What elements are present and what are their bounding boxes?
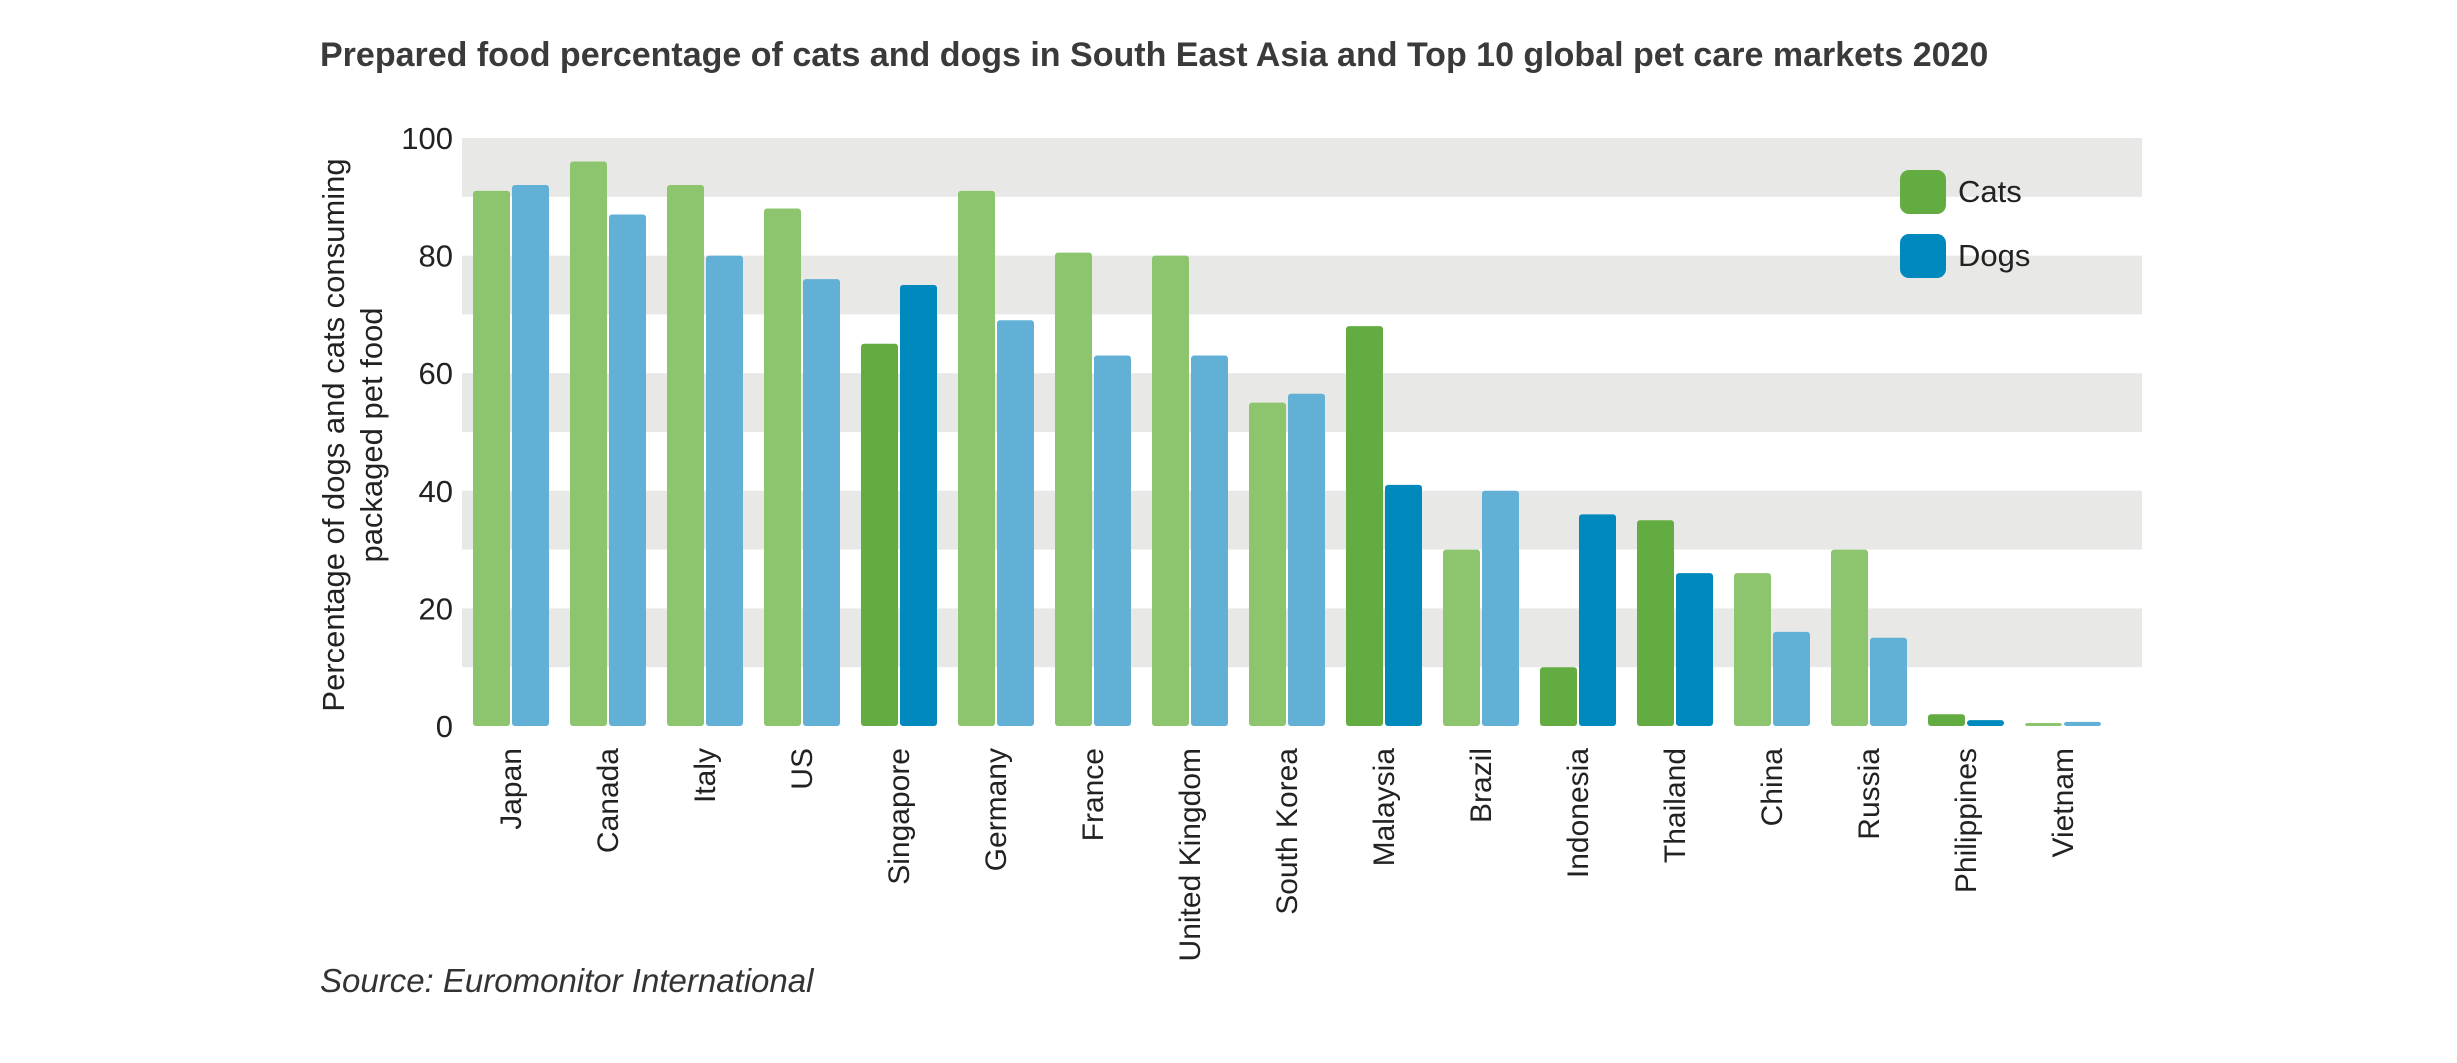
- legend-label-cats: Cats: [1958, 174, 2022, 209]
- bar-cats-thailand: [1637, 520, 1674, 726]
- bar-cats-south-korea: [1249, 402, 1286, 726]
- legend-swatch-cats: [1900, 170, 1946, 214]
- x-category-label: Malaysia: [1368, 748, 1401, 867]
- bar-cats-philippines: [1928, 714, 1965, 726]
- legend: Cats Dogs: [1900, 170, 2030, 278]
- bar-cats-france: [1055, 252, 1092, 726]
- x-category-label: France: [1077, 748, 1110, 841]
- bar-dogs-indonesia: [1579, 514, 1616, 726]
- y-axis-ticks: 0 20 40 60 80 100: [401, 121, 453, 744]
- bar-cats-indonesia: [1540, 667, 1577, 726]
- x-category-label: Indonesia: [1562, 748, 1595, 878]
- bar-cats-russia: [1831, 549, 1868, 726]
- bars-layer: [473, 161, 2101, 727]
- bar-dogs-us: [803, 279, 840, 726]
- bar-dogs-italy: [706, 255, 743, 726]
- x-category-label: Thailand: [1659, 748, 1692, 863]
- x-category-label: Vietnam: [2047, 748, 2080, 858]
- y-tick-label: 0: [436, 709, 453, 744]
- bar-cats-italy: [667, 185, 704, 727]
- x-category-label: Canada: [592, 748, 625, 853]
- bar-dogs-japan: [512, 185, 549, 727]
- bar-dogs-china: [1773, 631, 1810, 726]
- bar-cats-malaysia: [1346, 326, 1383, 726]
- x-category-label: Singapore: [883, 748, 916, 885]
- bar-cats-china: [1734, 573, 1771, 726]
- bar-cats-brazil: [1443, 549, 1480, 726]
- y-axis-title-line2: packaged pet food: [354, 307, 389, 562]
- bar-dogs-malaysia: [1385, 484, 1422, 726]
- bar-cats-united-kingdom: [1152, 255, 1189, 726]
- x-category-label: Italy: [689, 748, 722, 803]
- x-category-label: China: [1756, 748, 1789, 827]
- bar-dogs-germany: [997, 320, 1034, 726]
- x-category-label: Japan: [495, 748, 528, 830]
- bar-dogs-philippines: [1967, 720, 2004, 726]
- bar-dogs-canada: [609, 214, 646, 726]
- x-category-label: Germany: [980, 748, 1013, 871]
- source-note: Source: Euromonitor International: [320, 962, 814, 999]
- bar-cats-germany: [958, 190, 995, 727]
- chart-title: Prepared food percentage of cats and dog…: [320, 36, 1989, 74]
- y-tick-label: 60: [419, 356, 453, 391]
- bar-dogs-russia: [1870, 637, 1907, 726]
- bar-dogs-south-korea: [1288, 393, 1325, 726]
- grid-band: [462, 138, 2142, 197]
- x-category-label: US: [786, 748, 819, 790]
- bar-dogs-thailand: [1676, 573, 1713, 726]
- x-category-label: Russia: [1853, 748, 1886, 840]
- y-tick-label: 40: [419, 474, 453, 509]
- x-category-label: United Kingdom: [1174, 748, 1207, 961]
- y-axis-title-line1: Percentage of dogs and cats consuming: [316, 158, 351, 711]
- bar-cats-singapore: [861, 343, 898, 726]
- bar-cats-japan: [473, 190, 510, 727]
- bar-cats-vietnam: [2025, 723, 2062, 726]
- bar-dogs-brazil: [1482, 490, 1519, 726]
- x-axis-categories: Japan Canada Italy US Singapore Germany France…: [495, 748, 2080, 962]
- bar-dogs-singapore: [900, 285, 937, 726]
- legend-swatch-dogs: [1900, 234, 1946, 278]
- bar-dogs-france: [1094, 355, 1131, 726]
- legend-label-dogs: Dogs: [1958, 238, 2030, 273]
- y-tick-label: 100: [401, 121, 453, 156]
- bar-dogs-vietnam: [2064, 721, 2101, 726]
- x-category-label: Brazil: [1465, 748, 1498, 823]
- y-tick-label: 80: [419, 239, 453, 274]
- bar-cats-us: [764, 208, 801, 726]
- y-tick-label: 20: [419, 591, 453, 626]
- bar-dogs-united-kingdom: [1191, 355, 1228, 726]
- bar-cats-canada: [570, 161, 607, 726]
- x-category-label: Philippines: [1950, 748, 1983, 893]
- x-category-label: South Korea: [1271, 748, 1304, 915]
